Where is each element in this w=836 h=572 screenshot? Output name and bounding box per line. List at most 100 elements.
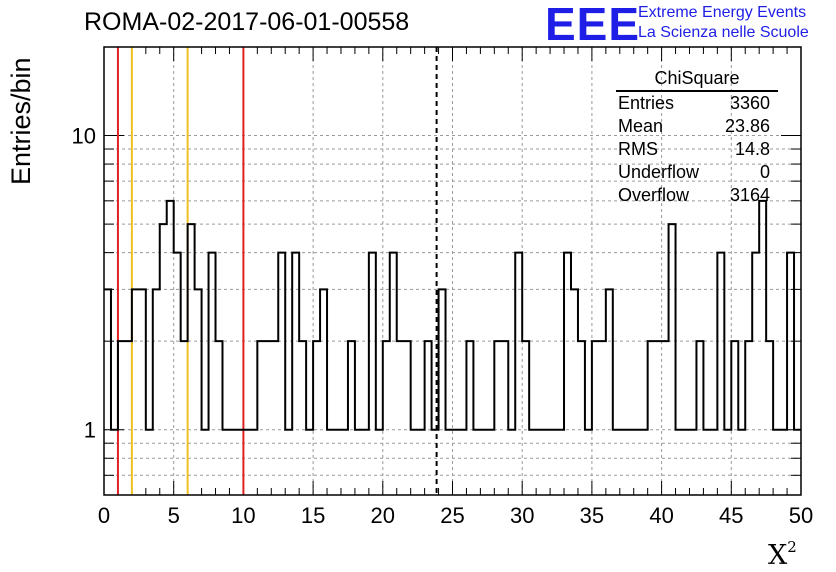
stats-value: 14.8: [734, 139, 770, 159]
histogram-bin: [759, 201, 766, 495]
histogram-bin: [662, 341, 669, 495]
stats-value: 23.86: [724, 116, 770, 136]
histogram-bin: [160, 224, 167, 495]
histogram-bin: [578, 341, 585, 495]
histogram-bin: [425, 341, 432, 495]
x-tick-label: 10: [231, 503, 255, 528]
stats-value: 0: [759, 162, 770, 182]
histogram-bin: [745, 341, 752, 495]
marker-lines: [116, 47, 438, 495]
x-tick-label: 20: [371, 503, 395, 528]
logo-line-1: Extreme Energy Events: [638, 4, 807, 21]
histogram-bin: [669, 224, 676, 495]
logo-line-2: La Scienza nelle Scuole: [638, 24, 809, 41]
histogram-bin: [543, 430, 550, 495]
histogram-bin: [606, 289, 613, 495]
x-axis-label-superscript: 2: [787, 538, 797, 556]
stats-value: 3164: [729, 185, 770, 205]
histogram-series: [104, 199, 801, 495]
histogram-bin: [411, 430, 418, 495]
plot-frame: [103, 46, 802, 496]
histogram-bin: [397, 341, 404, 495]
histogram-bin: [257, 341, 264, 495]
stats-row: Mean 23.86: [612, 115, 778, 138]
stats-box: ChiSquare Entries 3360 Mean 23.86 RMS 14.8 …: [612, 66, 778, 207]
x-tick-label: 35: [580, 503, 604, 528]
histogram-bin: [571, 289, 578, 495]
histogram-bin: [362, 430, 369, 495]
histogram-bin: [780, 430, 787, 495]
histogram-bin: [466, 341, 473, 495]
histogram-bin: [376, 430, 383, 495]
histogram-bin: [264, 341, 271, 495]
histogram-bin: [634, 430, 641, 495]
stats-key: Entries: [618, 93, 675, 113]
histogram-bin: [529, 430, 536, 495]
stats-row: RMS 14.8: [612, 138, 778, 161]
logo-mark: EEE: [545, 0, 641, 50]
eee-logo: EEE Extreme Energy Events La Scienza nel…: [545, 0, 835, 50]
histogram-bin: [313, 341, 320, 495]
histogram-bin: [306, 430, 313, 495]
histogram-bin: [188, 224, 195, 495]
histogram-bin: [355, 430, 362, 495]
tick-labels: 0 5 10 15 20 25 30 35 40 45 50 1 10: [72, 124, 814, 528]
histogram-bin: [383, 341, 390, 495]
histogram-bin: [773, 430, 780, 495]
histogram-bin: [766, 341, 773, 495]
histogram-bin: [167, 201, 174, 495]
x-tick-label: 5: [168, 503, 180, 528]
histogram-bin: [536, 430, 543, 495]
histogram-bin: [648, 341, 655, 495]
stats-key: Mean: [618, 116, 664, 136]
histogram-bin: [446, 430, 453, 495]
histogram-bin: [683, 430, 690, 495]
stats-key: Overflow: [618, 185, 690, 205]
histogram-bin: [153, 289, 160, 495]
histogram-bin: [508, 430, 515, 495]
histogram-bin: [104, 289, 111, 495]
histogram-bin: [341, 430, 348, 495]
x-axis-label: X2: [768, 538, 797, 571]
histogram-bin: [473, 430, 480, 495]
histogram-bin: [522, 341, 529, 495]
histogram-bin: [501, 341, 508, 495]
histogram-bin: [418, 430, 425, 495]
histogram-bin: [243, 430, 250, 495]
histogram-bin: [132, 289, 139, 495]
histogram-bin: [557, 430, 564, 495]
x-tick-label: 40: [649, 503, 673, 528]
histogram-bin: [724, 430, 731, 495]
histogram-bin: [627, 430, 634, 495]
histogram-bin: [327, 430, 334, 495]
histogram-bin: [599, 341, 606, 495]
x-tick-label: 30: [510, 503, 534, 528]
histogram-bin: [738, 430, 745, 495]
histogram-bin: [703, 430, 710, 495]
histogram-bin: [299, 341, 306, 495]
histogram-bin: [181, 341, 188, 495]
histogram-bin: [592, 341, 599, 495]
histogram-bin: [585, 430, 592, 495]
y-tick-label: 1: [84, 418, 96, 443]
stats-row: Underflow 0: [612, 161, 778, 184]
histogram-bin: [731, 341, 738, 495]
histogram-bin: [285, 430, 292, 495]
stats-key: RMS: [618, 139, 658, 159]
x-axis-label-base: X: [768, 540, 788, 571]
y-tick-label: 10: [72, 124, 96, 149]
x-tick-label: 45: [719, 503, 743, 528]
histogram-bin: [620, 430, 627, 495]
y-axis-label: Entries/bin: [6, 57, 36, 185]
histogram-bin: [236, 430, 243, 495]
stats-key: Underflow: [618, 162, 700, 182]
histogram-bin: [480, 430, 487, 495]
histogram-bin: [216, 341, 223, 495]
chart-title: ROMA-02-2017-06-01-00558: [84, 8, 410, 36]
histogram-bin: [655, 341, 662, 495]
histogram-bin: [494, 341, 501, 495]
stats-row: Entries 3360: [612, 92, 778, 115]
histogram-bin: [271, 341, 278, 495]
histogram-bin: [696, 341, 703, 495]
